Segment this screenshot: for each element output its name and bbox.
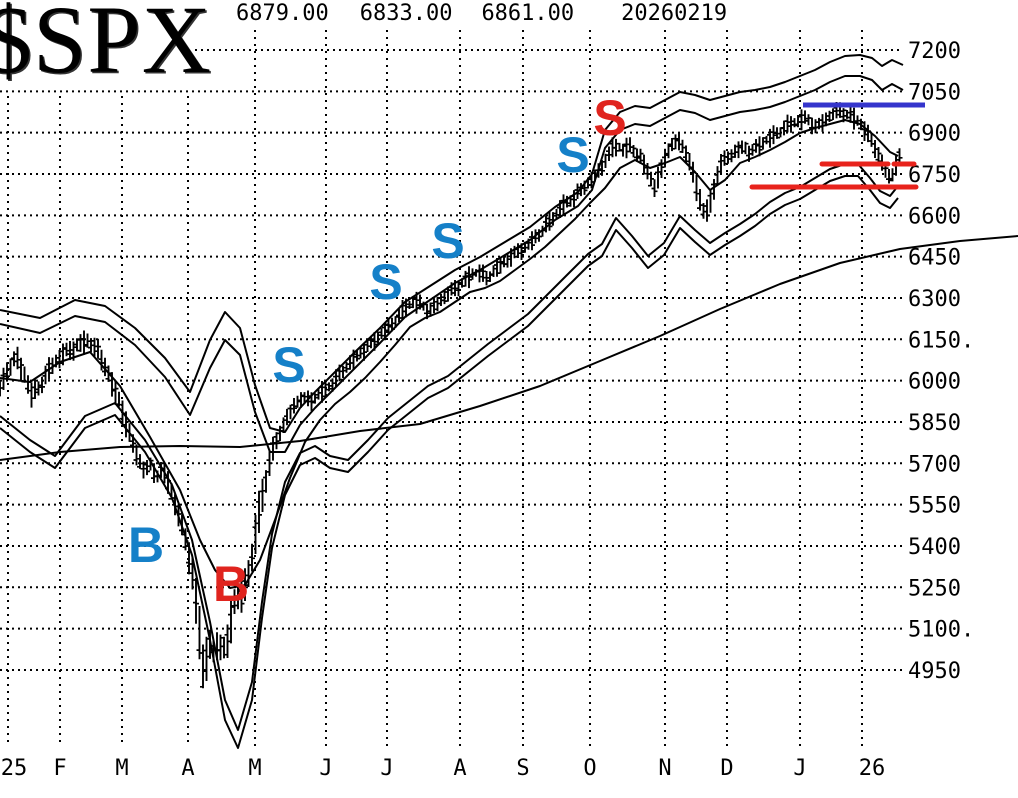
quote-last: 6861.00 xyxy=(481,1,575,26)
x-axis-label: F xyxy=(53,756,66,781)
y-axis-label: 7050 xyxy=(908,80,961,105)
ma-20-line xyxy=(0,119,899,589)
y-axis-label: 6000 xyxy=(908,370,961,395)
y-axis-label: 4950 xyxy=(908,659,961,684)
x-axis-label: A xyxy=(181,756,194,781)
y-axis-label: 5700 xyxy=(908,452,961,477)
lower-band-outer xyxy=(0,175,899,749)
upper-band-outer xyxy=(0,54,904,433)
x-axis-label: M xyxy=(248,756,261,781)
x-axis-label: J xyxy=(793,756,806,781)
y-axis-label: 6600 xyxy=(908,204,961,229)
y-axis-label: 5250 xyxy=(908,576,961,601)
y-axis-label: 6900 xyxy=(908,122,961,147)
x-axis-label: N xyxy=(658,756,671,781)
ticker-symbol: $SPX xyxy=(0,0,213,93)
upper-band-inner xyxy=(0,75,904,453)
x-axis-label: A xyxy=(453,756,466,781)
y-axis-label: 5850 xyxy=(908,411,961,436)
quote-date: 20260219 xyxy=(621,1,728,26)
lower-band-inner xyxy=(0,163,899,731)
y-axis-label: 5400 xyxy=(908,535,961,560)
quote-bar: 6879.00 6833.00 6861.00 20260219 xyxy=(236,1,727,26)
x-axis-label: S xyxy=(516,756,529,781)
y-axis-label: 6150. xyxy=(908,328,974,353)
y-axis-label: 5100. xyxy=(908,618,974,643)
ohlc-bars xyxy=(0,102,901,689)
x-axis-label: J xyxy=(380,756,393,781)
y-axis-label: 6300 xyxy=(908,287,961,312)
x-axis-label: M xyxy=(115,756,128,781)
y-axis-label: 6450 xyxy=(908,246,961,271)
x-axis-label: D xyxy=(720,756,733,781)
y-axis-label: 6750 xyxy=(908,163,961,188)
ohlc-open-close-ticks xyxy=(0,106,903,688)
x-axis-label: O xyxy=(583,756,596,781)
ma-200-line xyxy=(0,235,1018,461)
x-axis-label: 25 xyxy=(1,756,28,781)
x-axis-label: 26 xyxy=(859,756,886,781)
quote-high: 6879.00 xyxy=(236,1,329,26)
y-axis-label: 7200 xyxy=(908,39,961,64)
x-axis-label: J xyxy=(319,756,332,781)
quote-low: 6833.00 xyxy=(359,1,453,26)
y-axis-label: 5550 xyxy=(908,494,961,519)
